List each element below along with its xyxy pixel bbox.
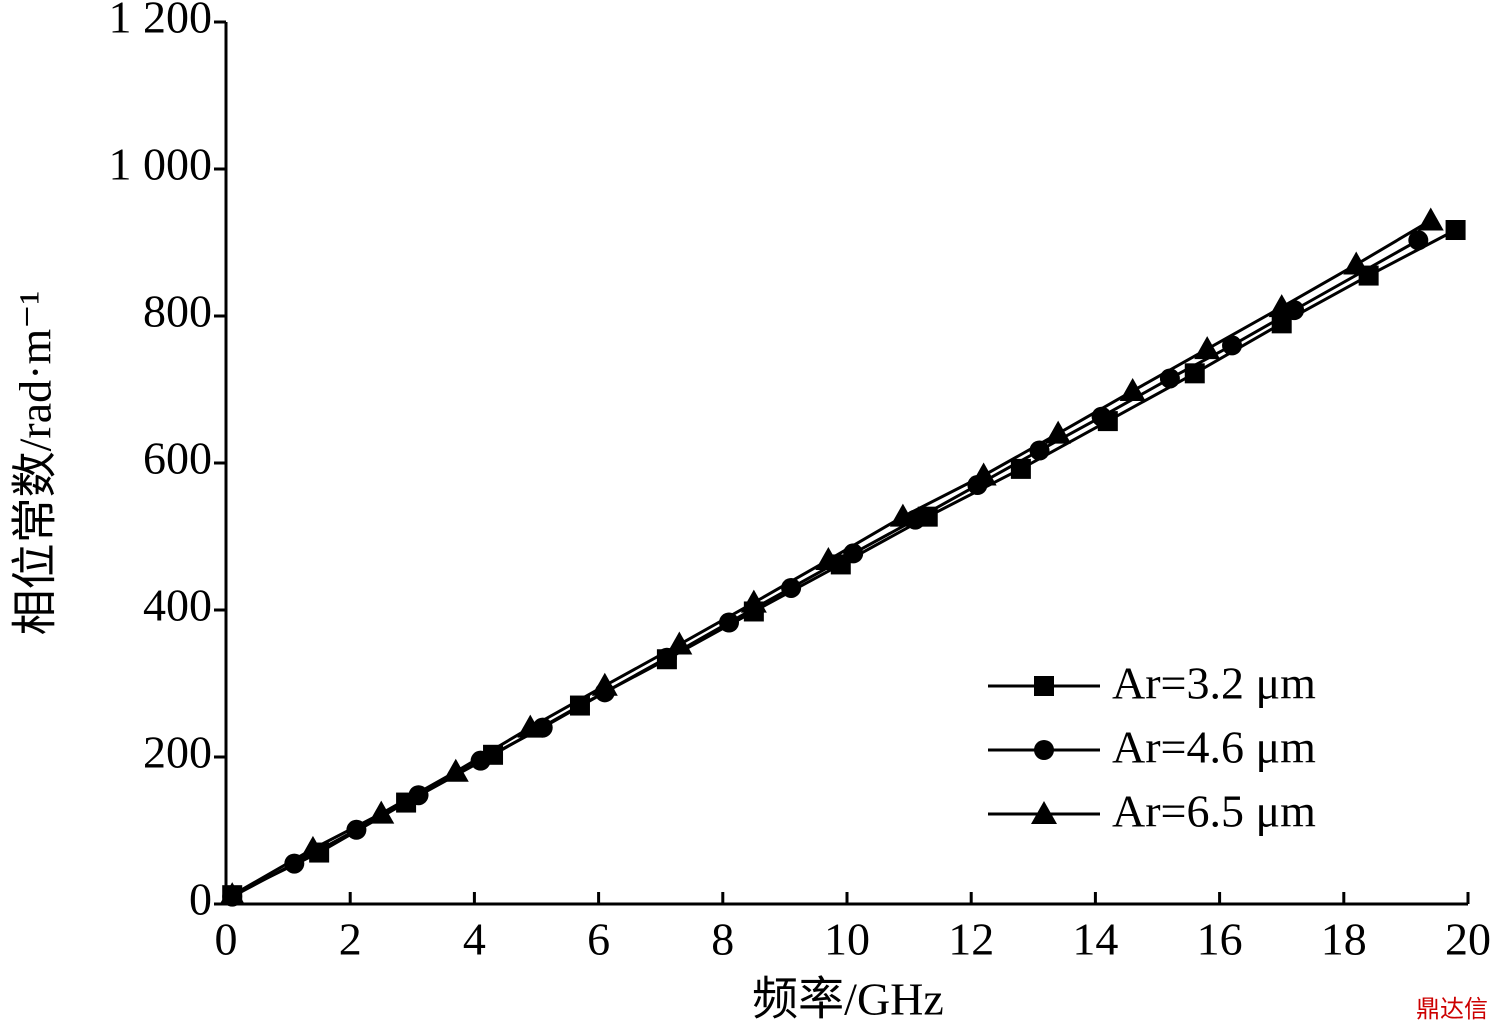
- marker-triangle: [1119, 377, 1146, 401]
- x-tick-label: 10: [824, 914, 870, 965]
- marker-triangle: [442, 758, 469, 782]
- x-tick-label: 0: [215, 914, 238, 965]
- x-tick-label: 12: [948, 914, 994, 965]
- marker-triangle: [219, 882, 246, 906]
- y-tick-label: 400: [143, 580, 212, 631]
- marker-triangle: [740, 589, 767, 613]
- x-tick-label: 2: [339, 914, 362, 965]
- marker-triangle: [299, 835, 326, 859]
- x-tick-label: 6: [587, 914, 610, 965]
- marker-circle: [1408, 230, 1429, 251]
- x-tick-label: 18: [1321, 914, 1367, 965]
- x-axis-label: 频率/GHz: [752, 974, 944, 1025]
- marker-circle: [1222, 335, 1243, 356]
- marker-circle: [284, 853, 305, 874]
- x-tick-label: 4: [463, 914, 486, 965]
- x-tick-label: 8: [711, 914, 734, 965]
- legend-marker: [1034, 676, 1054, 696]
- marker-triangle: [889, 503, 916, 527]
- marker-triangle: [591, 672, 618, 696]
- legend-label: Ar=6.5 μm: [1112, 786, 1316, 837]
- marker-triangle: [666, 631, 693, 655]
- marker-triangle: [815, 547, 842, 571]
- marker-circle: [719, 612, 740, 633]
- legend-marker: [1034, 740, 1054, 760]
- y-tick-label: 1 200: [109, 0, 213, 43]
- y-tick-label: 200: [143, 727, 212, 778]
- legend-label: Ar=3.2 μm: [1112, 658, 1316, 709]
- y-tick-label: 600: [143, 433, 212, 484]
- x-tick-label: 16: [1197, 914, 1243, 965]
- watermark: 鼎达信: [1416, 995, 1488, 1023]
- marker-triangle: [1343, 251, 1370, 275]
- marker-triangle: [1268, 294, 1295, 318]
- x-tick-label: 20: [1445, 914, 1491, 965]
- marker-triangle: [517, 714, 544, 738]
- marker-triangle: [970, 462, 997, 486]
- y-tick-label: 800: [143, 286, 212, 337]
- marker-square: [1445, 220, 1466, 241]
- y-axis-label: 相位常数/rad·m⁻¹: [10, 291, 61, 636]
- legend-label: Ar=4.6 μm: [1112, 722, 1316, 773]
- legend-marker: [1031, 801, 1057, 824]
- y-tick-label: 1 000: [109, 139, 213, 190]
- marker-triangle: [1417, 207, 1444, 231]
- x-tick-label: 14: [1072, 914, 1118, 965]
- marker-triangle: [368, 800, 395, 824]
- y-tick-label: 0: [189, 874, 212, 925]
- marker-triangle: [1045, 420, 1072, 444]
- marker-triangle: [1194, 336, 1221, 360]
